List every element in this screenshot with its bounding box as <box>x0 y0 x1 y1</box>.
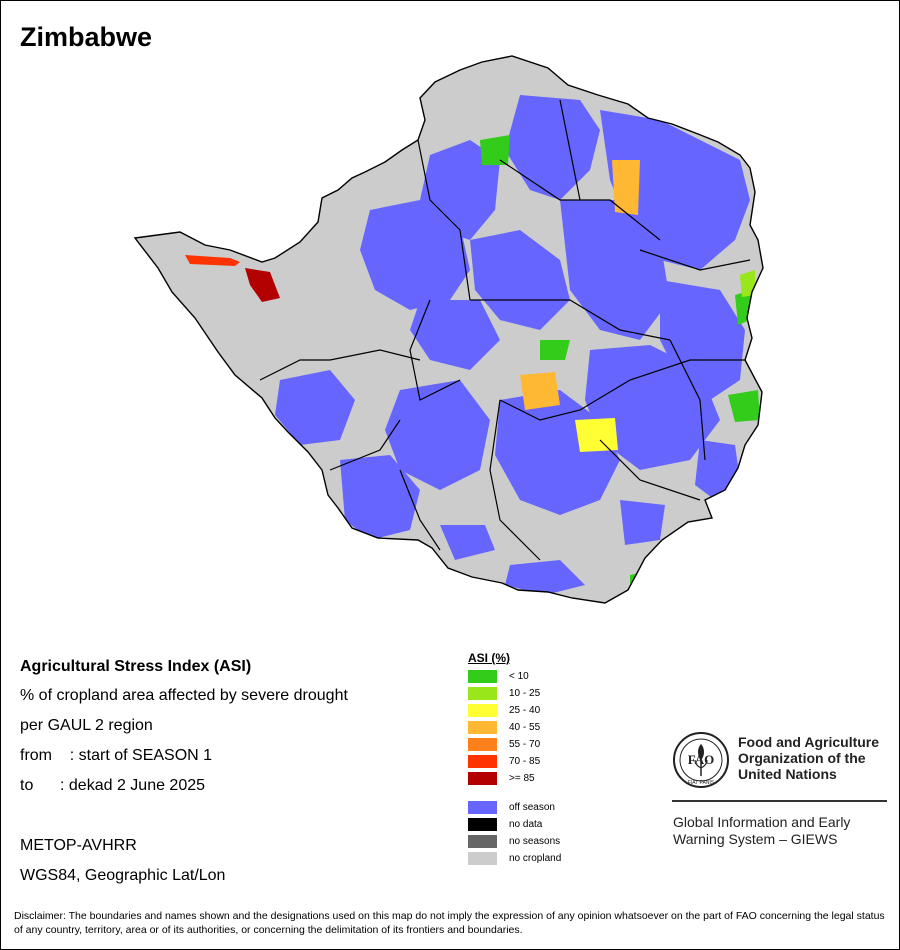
map-title: Zimbabwe <box>20 22 153 52</box>
legend-label: >= 85 <box>509 773 535 784</box>
asi-low-areas <box>480 135 760 600</box>
legend-label: < 10 <box>509 671 529 682</box>
legend-swatch <box>468 835 497 848</box>
legend-swatch <box>468 670 497 683</box>
legend-label: 10 - 25 <box>509 688 541 699</box>
giews-line: Global Information and Early <box>673 814 851 830</box>
legend-label: no cropland <box>509 853 562 864</box>
asi-high-areas <box>185 160 640 452</box>
country-map <box>134 55 764 604</box>
legend-label: 40 - 55 <box>509 722 541 733</box>
org-name-line: Food and Agriculture <box>738 734 880 750</box>
info-to: to : dekad 2 June 2025 <box>20 777 206 794</box>
legend-label: 25 - 40 <box>509 705 541 716</box>
info-from: from : start of SEASON 1 <box>20 747 213 764</box>
legend-swatch <box>468 818 497 831</box>
legend-label: no data <box>509 819 543 830</box>
legend-swatch <box>468 755 497 768</box>
legend-swatch <box>468 704 497 717</box>
legend-label: no seasons <box>509 836 561 847</box>
off-season-areas <box>275 95 750 595</box>
disclaimer: Disclaimer: The boundaries and names sho… <box>14 910 885 936</box>
legend-swatch <box>468 772 497 785</box>
legend-label: 70 - 85 <box>509 756 541 767</box>
info-description: % of cropland area affected by severe dr… <box>20 687 348 704</box>
fao-logo-motto: FIAT PANIS <box>688 780 715 786</box>
legend-swatch <box>468 721 497 734</box>
fao-logo-text: FAO <box>688 752 714 767</box>
org-name-line: United Nations <box>738 766 837 782</box>
legend-title: ASI (%) <box>468 651 510 665</box>
info-region-level: per GAUL 2 region <box>20 717 153 734</box>
legend-swatch <box>468 852 497 865</box>
info-index-name: Agricultural Stress Index (ASI) <box>20 658 252 675</box>
admin-boundaries <box>259 99 751 561</box>
info-projection: WGS84, Geographic Lat/Lon <box>20 867 226 884</box>
legend-swatch <box>468 738 497 751</box>
legend-swatch <box>468 687 497 700</box>
legend-label: 55 - 70 <box>509 739 541 750</box>
org-name-line: Organization of the <box>738 750 866 766</box>
legend-label: off season <box>509 802 555 813</box>
fao-logo-icon: FAO FIAT PANIS <box>673 732 729 788</box>
giews-name: Global Information and Early Warning Sys… <box>673 814 850 848</box>
info-sensor: METOP-AVHRR <box>20 837 137 854</box>
giews-line: Warning System – GIEWS <box>673 831 838 847</box>
org-name: Food and Agriculture Organization of the… <box>738 734 879 782</box>
org-divider <box>672 800 887 802</box>
legend-swatch <box>468 801 497 814</box>
